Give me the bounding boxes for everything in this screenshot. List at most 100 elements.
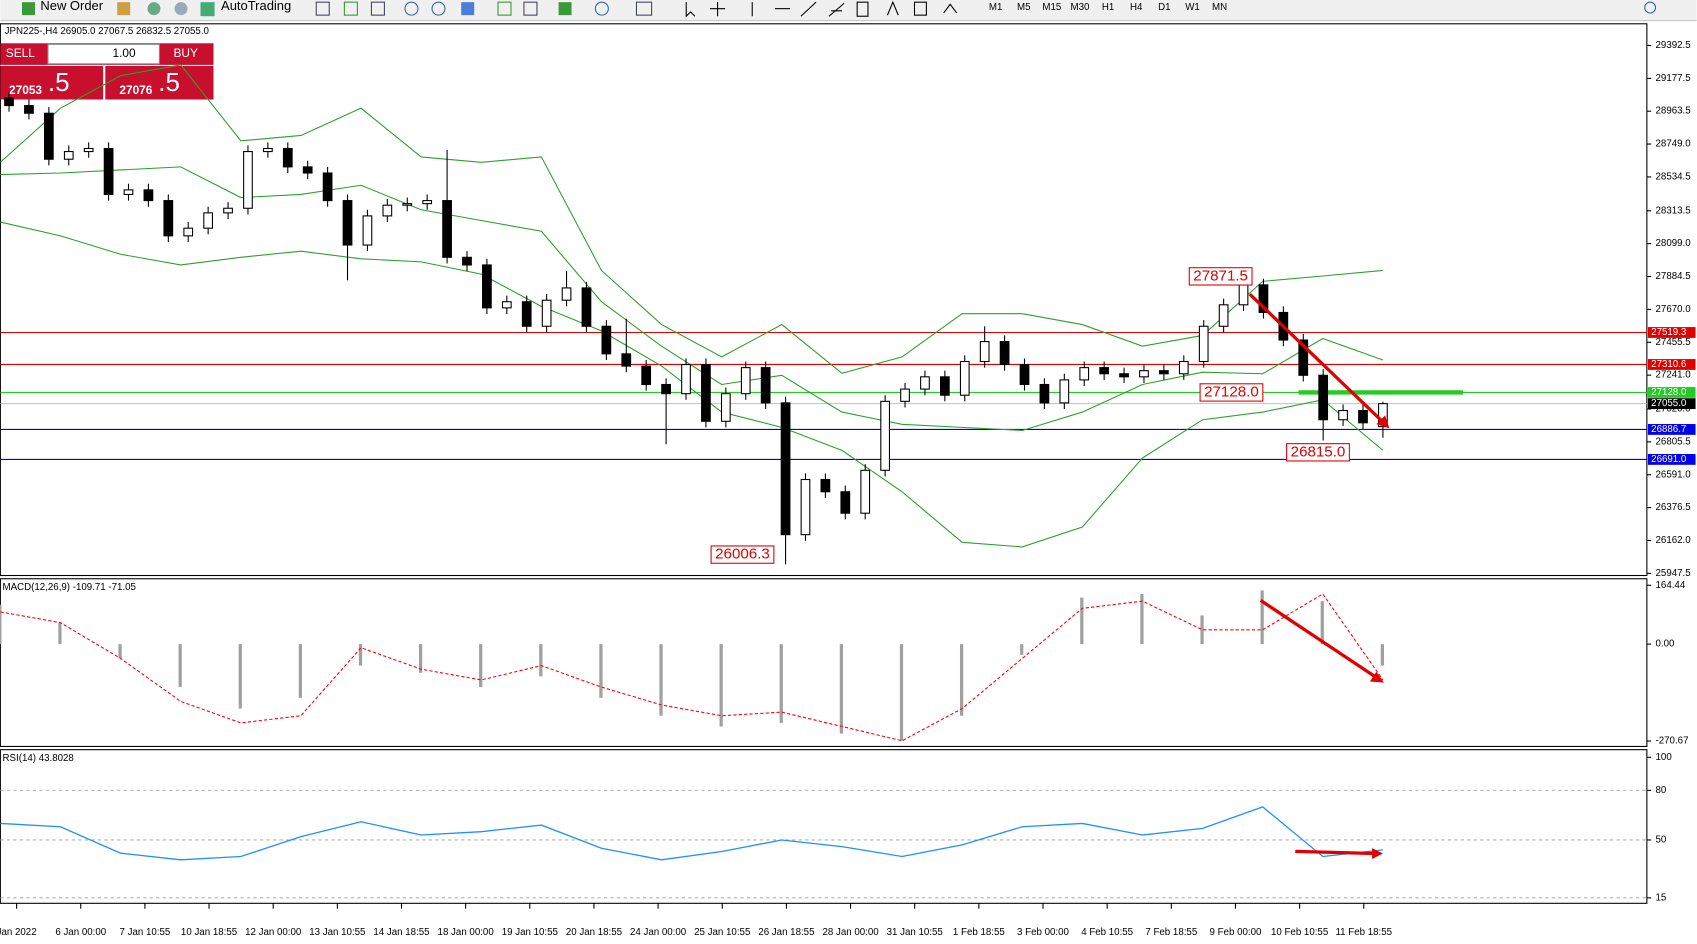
candle-body [382, 204, 393, 217]
candle-body [561, 287, 572, 301]
macd-bar [298, 644, 303, 698]
price-level-tag [1647, 424, 1696, 435]
new-order-button[interactable]: New Order [40, 0, 103, 13]
candle-body [581, 287, 592, 327]
timeframe-button[interactable]: M30 [1071, 2, 1091, 13]
macd-bar [719, 644, 723, 727]
icon[interactable] [856, 1, 869, 17]
candle-body [1119, 373, 1129, 378]
candle-body [780, 402, 791, 536]
macd-bar [659, 644, 663, 716]
candle-body [322, 172, 333, 202]
trend-arrow [1259, 599, 1379, 680]
icon[interactable] [343, 1, 358, 16]
icon[interactable] [635, 1, 653, 16]
price-level-tag [1647, 359, 1696, 370]
macd-bar [479, 644, 483, 688]
price-level-label: 27055.0 [1651, 398, 1687, 409]
candle-body [1218, 304, 1229, 327]
candle-body [1178, 360, 1189, 375]
candle-body [1159, 370, 1169, 375]
macd-bar [0, 604, 2, 645]
y-tick-label: 26805.5 [1656, 436, 1691, 447]
x-tick-label: 4 Feb 10:55 [1081, 927, 1133, 938]
candle-body [223, 207, 233, 214]
icon[interactable] [497, 1, 512, 16]
icon[interactable] [558, 2, 572, 16]
timeframe-button[interactable]: M5 [1017, 2, 1031, 13]
search-icon[interactable] [1644, 1, 1657, 14]
macd-bar [1380, 644, 1384, 666]
timeframe-button[interactable]: W1 [1185, 2, 1200, 13]
sell-button[interactable]: SELL [6, 46, 35, 60]
y-tick-label: 28749.0 [1656, 139, 1692, 150]
icon[interactable] [370, 1, 385, 16]
new-order-icon[interactable] [22, 2, 35, 16]
y-tick-label: 50 [1656, 835, 1667, 846]
macd-panel [0, 578, 1648, 747]
timeframe-button[interactable]: M1 [989, 2, 1003, 13]
macd-bar [178, 644, 182, 688]
bid-pips[interactable]: .5 [48, 67, 70, 97]
icon[interactable] [431, 1, 446, 16]
price-level-label: 26886.7 [1651, 424, 1686, 435]
y-tick-label: 27884.5 [1656, 271, 1691, 282]
icon[interactable] [147, 2, 161, 16]
timeframe-button[interactable]: H4 [1130, 2, 1143, 13]
bid-price[interactable]: 27053 [9, 83, 42, 97]
icon[interactable] [404, 1, 419, 16]
bollinger-band [0, 221, 1384, 548]
timeframe-button[interactable]: D1 [1158, 2, 1170, 13]
annotation-label: 27128.0 [1204, 383, 1259, 400]
icon[interactable] [800, 1, 817, 17]
candle-body [462, 256, 472, 266]
trend-arrow [1295, 849, 1375, 856]
x-tick-label: 28 Jan 00:00 [822, 927, 879, 938]
y-tick-label: 29177.5 [1656, 73, 1691, 84]
icon[interactable] [315, 1, 330, 16]
icon[interactable] [828, 2, 845, 17]
candle-body [641, 365, 652, 386]
macd-bar [599, 644, 603, 698]
bollinger-band [0, 64, 1383, 374]
y-tick-label: 27455.5 [1656, 337, 1691, 348]
icon[interactable] [913, 1, 927, 16]
macd-bar [1080, 597, 1084, 645]
timeframe-button[interactable]: H1 [1102, 2, 1114, 13]
ask-pips[interactable]: .5 [158, 67, 180, 97]
candle-body [482, 264, 492, 309]
icon[interactable] [710, 2, 726, 17]
toolbar [0, 0, 1697, 21]
price-level-label: 27310.6 [1651, 359, 1686, 370]
x-tick-label: 19 Jan 10:55 [502, 927, 558, 938]
macd-bar [1260, 590, 1264, 645]
y-tick-label: 25947.5 [1656, 568, 1691, 579]
timeframe-button[interactable]: M15 [1042, 2, 1061, 13]
annotation-box [1199, 383, 1264, 402]
x-tick-label: 1 Feb 18:55 [953, 927, 1005, 938]
y-tick-label: 26162.0 [1656, 535, 1692, 546]
ask-price[interactable]: 27076 [119, 83, 152, 97]
icon[interactable] [117, 2, 131, 16]
y-tick-label: 28534.5 [1656, 171, 1691, 182]
icon[interactable] [461, 2, 475, 16]
timeframe-button[interactable]: MN [1212, 2, 1227, 13]
y-tick-label: 26591.0 [1656, 469, 1692, 480]
lots-value[interactable]: 1.00 [112, 46, 136, 60]
icon[interactable] [943, 3, 958, 14]
x-tick-label: 31 Jan 10:55 [887, 927, 943, 938]
autotrading-button[interactable]: AutoTrading [221, 0, 291, 13]
icon[interactable] [174, 2, 188, 16]
drawn-arrows [1248, 293, 1390, 859]
lots-input[interactable] [47, 43, 160, 65]
buy-button[interactable]: BUY [173, 46, 197, 60]
autotrading-icon[interactable] [200, 2, 215, 17]
icon[interactable] [685, 2, 696, 18]
candle-body [163, 200, 174, 237]
icon[interactable] [886, 0, 899, 16]
candle-body [1258, 284, 1269, 314]
candle-body [43, 112, 54, 160]
icon[interactable] [523, 1, 538, 16]
icon[interactable] [594, 1, 609, 16]
